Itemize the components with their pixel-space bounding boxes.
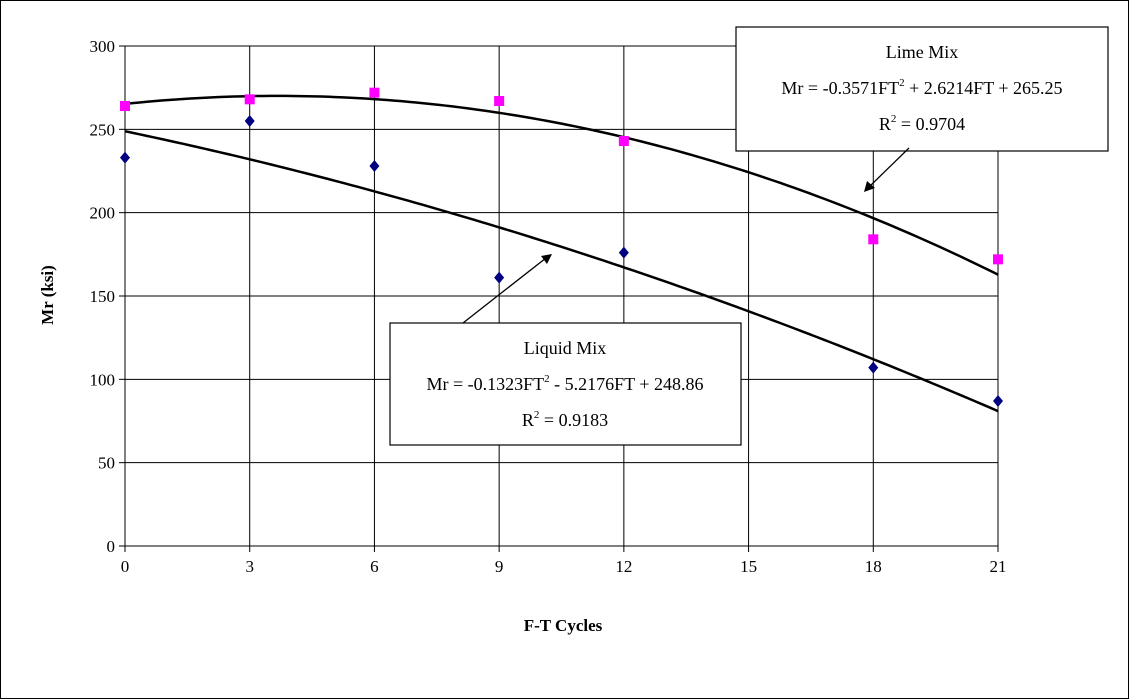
lime-annotation-r2: R2 = 0.9704 [879, 113, 965, 134]
liquid-r2-prefix: R [522, 410, 534, 430]
x-axis-label: F-T Cycles [524, 616, 603, 635]
x-tick-label: 6 [370, 557, 379, 576]
data-point-liquid [244, 115, 255, 127]
y-tick-label: 250 [90, 120, 116, 139]
lime-r2-prefix: R [879, 114, 891, 134]
data-point-liquid [993, 395, 1003, 407]
y-tick-label: 0 [107, 537, 116, 556]
y-axis-label: Mr (ksi) [38, 265, 57, 325]
liquid-annotation-title: Liquid Mix [524, 338, 607, 358]
x-tick-label: 18 [865, 557, 882, 576]
y-tick-label: 100 [90, 370, 116, 389]
lime-arrow-line [868, 147, 910, 188]
trendline-lime [124, 94, 999, 276]
data-point-liquid [618, 246, 629, 259]
data-point-liquid [494, 271, 505, 284]
lime-arrow-head [864, 181, 875, 192]
lime-eq-sup: 2 [899, 77, 905, 89]
lime-eq-suffix: + 2.6214FT + 265.25 [905, 78, 1063, 98]
ticks: 0 3 6 9 12 15 18 21 0 50 100 150 200 250 300 [90, 37, 1007, 576]
y-tick-label: 200 [90, 204, 116, 223]
data-point-liquid [868, 361, 879, 374]
lime-annotation-box [735, 26, 1109, 152]
lime-annotation-title: Lime Mix [886, 42, 959, 62]
data-point-lime [369, 87, 380, 98]
annotation-arrows [462, 147, 910, 324]
data-point-liquid [369, 160, 380, 172]
liquid-annotation-box [389, 322, 742, 446]
y-tick-label: 150 [90, 287, 116, 306]
liquid-annotation-equation: Mr = -0.1323FT2 - 5.2176FT + 248.86 [427, 373, 704, 394]
x-tick-label: 3 [245, 557, 254, 576]
x-tick-label: 15 [740, 557, 757, 576]
liquid-r2-sup: 2 [534, 409, 540, 421]
data-point-lime [868, 234, 879, 245]
data-point-lime [993, 254, 1003, 265]
data-point-lime [120, 101, 130, 111]
liquid-arrow-line [462, 257, 547, 324]
lime-eq-prefix: Mr = -0.3571FT [781, 78, 899, 98]
y-tick-label: 300 [90, 37, 116, 56]
lime-r2-sup: 2 [891, 113, 897, 125]
y-tick-label: 50 [98, 454, 115, 473]
x-tick-label: 21 [990, 557, 1007, 576]
x-tick-label: 0 [121, 557, 130, 576]
liquid-annotation-r2: R2 = 0.9183 [522, 409, 608, 430]
trendline-liquid [124, 130, 999, 413]
x-tick-label: 12 [615, 557, 632, 576]
liquid-eq-prefix: Mr = -0.1323FT [427, 374, 545, 394]
liquid-eq-suffix: - 5.2176FT + 248.86 [550, 374, 704, 394]
x-tick-label: 9 [495, 557, 504, 576]
data-point-lime [244, 94, 255, 105]
lime-r2-suffix: = 0.9704 [896, 114, 965, 134]
lime-annotation-equation: Mr = -0.3571FT2 + 2.6214FT + 265.25 [781, 77, 1062, 98]
data-point-liquid [120, 151, 130, 164]
data-point-lime [618, 136, 629, 146]
trendlines [124, 94, 999, 413]
liquid-r2-suffix: = 0.9183 [539, 410, 608, 430]
data-points [120, 87, 1003, 407]
data-point-lime [494, 96, 505, 106]
liquid-annotation: Liquid Mix Mr = -0.1323FT2 - 5.2176FT + … [389, 322, 742, 446]
lime-annotation: Lime Mix Mr = -0.3571FT2 + 2.6214FT + 26… [735, 26, 1109, 152]
liquid-arrow-head [541, 254, 552, 264]
liquid-eq-sup: 2 [544, 373, 550, 385]
